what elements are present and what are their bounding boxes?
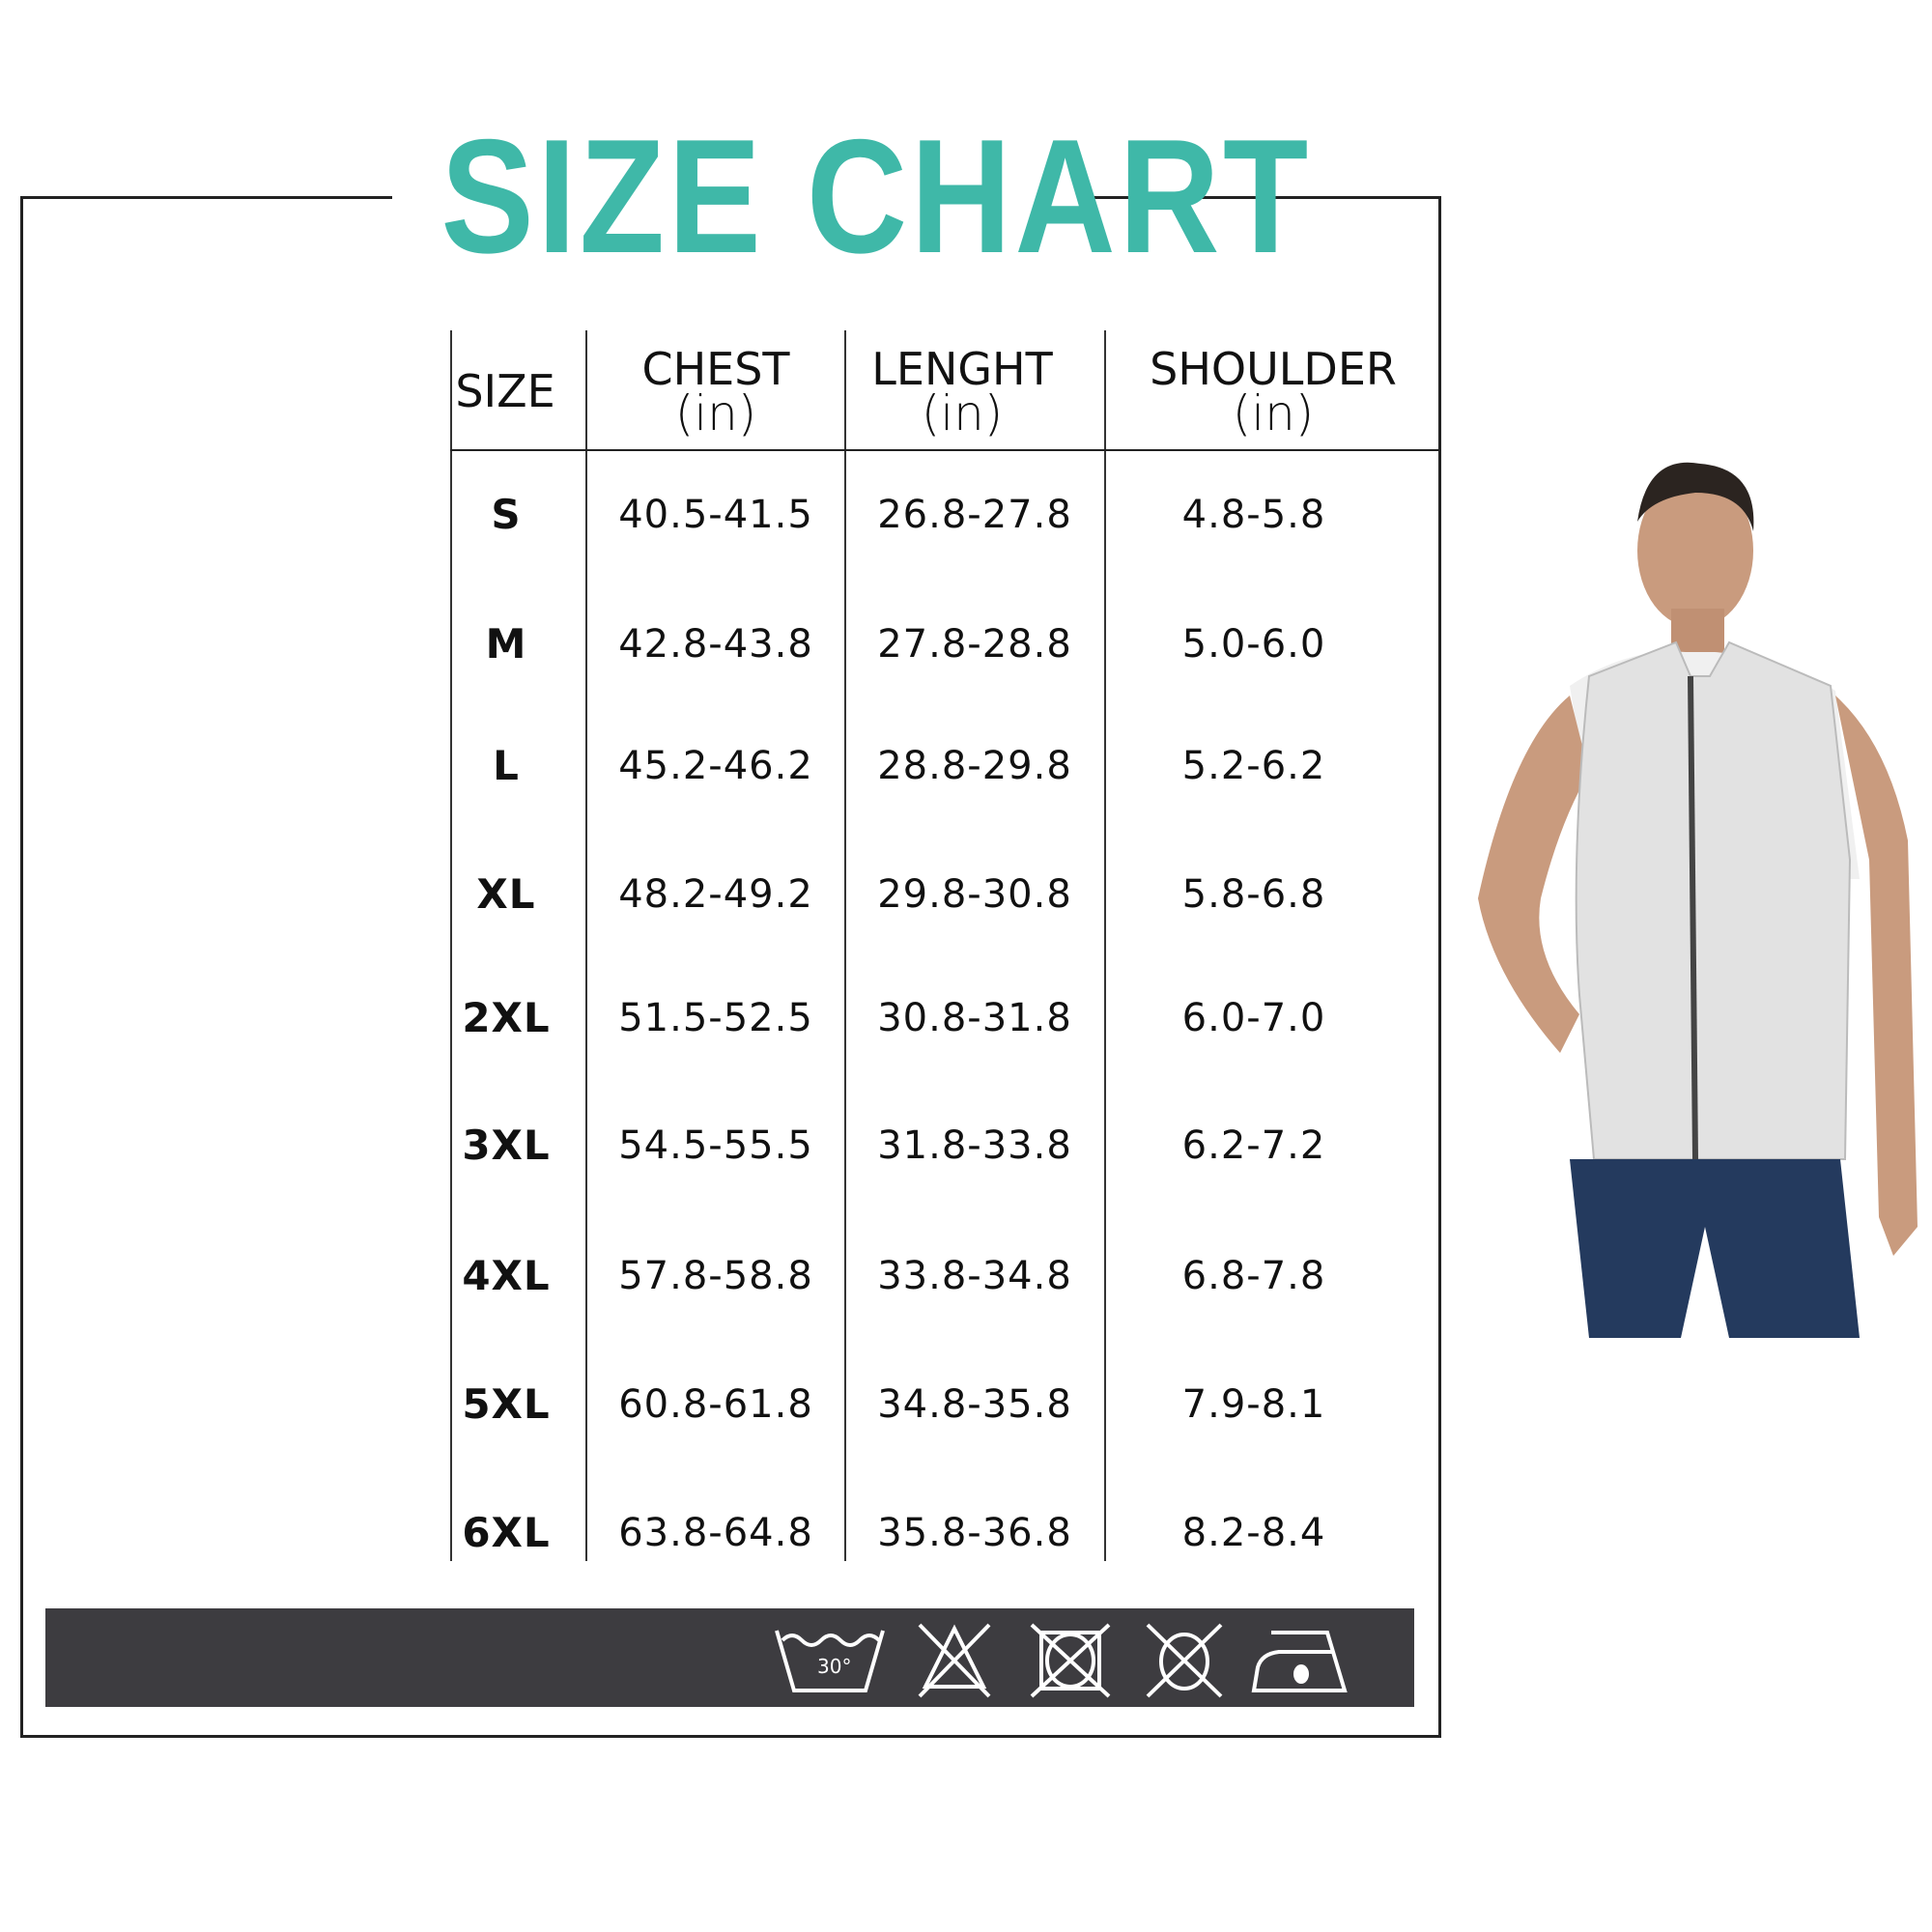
header-label: SHOULDER (1150, 343, 1397, 395)
frame-bottom (20, 1735, 1441, 1738)
header-chest: CHEST (in) (587, 333, 844, 449)
header-size: SIZE (452, 333, 558, 449)
cell-size: S (491, 491, 522, 538)
header-divider (450, 449, 1440, 451)
frame-top-right (1087, 196, 1441, 199)
header-shoulder: SHOULDER (in) (1106, 333, 1440, 449)
frame-right (1438, 196, 1441, 1738)
header-label: LENGHT (871, 343, 1053, 395)
cell-chest: 63.8-64.8 (618, 1511, 813, 1555)
model-image (1478, 462, 1918, 1338)
cell-length: 34.8-35.8 (877, 1382, 1072, 1427)
cell-chest: 54.5-55.5 (618, 1123, 813, 1168)
cell-chest: 60.8-61.8 (618, 1382, 813, 1427)
header-length: LENGHT (in) (846, 333, 1078, 449)
cell-chest: 48.2-49.2 (618, 872, 813, 917)
cell-shoulder: 8.2-8.4 (1181, 1511, 1326, 1555)
page-title: SIZE CHART (440, 105, 1312, 287)
do-not-dry-clean-icon (1146, 1623, 1223, 1698)
wash-30-icon: 30° (775, 1630, 885, 1692)
cell-chest: 42.8-43.8 (618, 622, 813, 667)
cell-length: 27.8-28.8 (877, 622, 1072, 667)
cell-shoulder: 7.9-8.1 (1181, 1382, 1326, 1427)
cell-shoulder: 4.8-5.8 (1181, 493, 1326, 537)
table-divider (585, 330, 587, 1561)
frame-left (20, 196, 23, 1738)
cell-chest: 57.8-58.8 (618, 1254, 813, 1298)
do-not-bleach-icon (918, 1623, 991, 1698)
cell-size: 3XL (462, 1122, 551, 1169)
cell-length: 31.8-33.8 (877, 1123, 1072, 1168)
cell-shoulder: 6.0-7.0 (1181, 996, 1326, 1040)
cell-shoulder: 6.8-7.8 (1181, 1254, 1326, 1298)
cell-chest: 51.5-52.5 (618, 996, 813, 1040)
cell-chest: 45.2-46.2 (618, 744, 813, 788)
cell-chest: 40.5-41.5 (618, 493, 813, 537)
header-unit: (in) (1232, 385, 1315, 441)
header-unit: (in) (921, 385, 1004, 441)
cell-size: XL (476, 870, 536, 918)
do-not-tumble-dry-icon (1030, 1623, 1111, 1698)
header-label: SIZE (455, 365, 555, 417)
cell-length: 30.8-31.8 (877, 996, 1072, 1040)
cell-length: 35.8-36.8 (877, 1511, 1072, 1555)
cell-size: 5XL (462, 1380, 551, 1428)
cell-shoulder: 5.8-6.8 (1181, 872, 1326, 917)
frame-top-left (21, 196, 392, 199)
table-divider (844, 330, 846, 1561)
cell-length: 26.8-27.8 (877, 493, 1072, 537)
cell-shoulder: 5.2-6.2 (1181, 744, 1326, 788)
cell-shoulder: 5.0-6.0 (1181, 622, 1326, 667)
cell-size: 6XL (462, 1509, 551, 1556)
cell-size: M (485, 620, 527, 668)
iron-low-heat-icon (1251, 1631, 1348, 1692)
table-divider (1104, 330, 1106, 1561)
cell-size: 2XL (462, 994, 551, 1041)
cell-length: 29.8-30.8 (877, 872, 1072, 917)
header-label: CHEST (641, 343, 790, 395)
header-unit: (in) (674, 385, 757, 441)
cell-length: 28.8-29.8 (877, 744, 1072, 788)
cell-length: 33.8-34.8 (877, 1254, 1072, 1298)
cell-shoulder: 6.2-7.2 (1181, 1123, 1326, 1168)
cell-size: L (493, 742, 520, 789)
cell-size: 4XL (462, 1252, 551, 1299)
wash-temperature: 30° (817, 1655, 851, 1678)
table-divider (450, 330, 452, 1561)
